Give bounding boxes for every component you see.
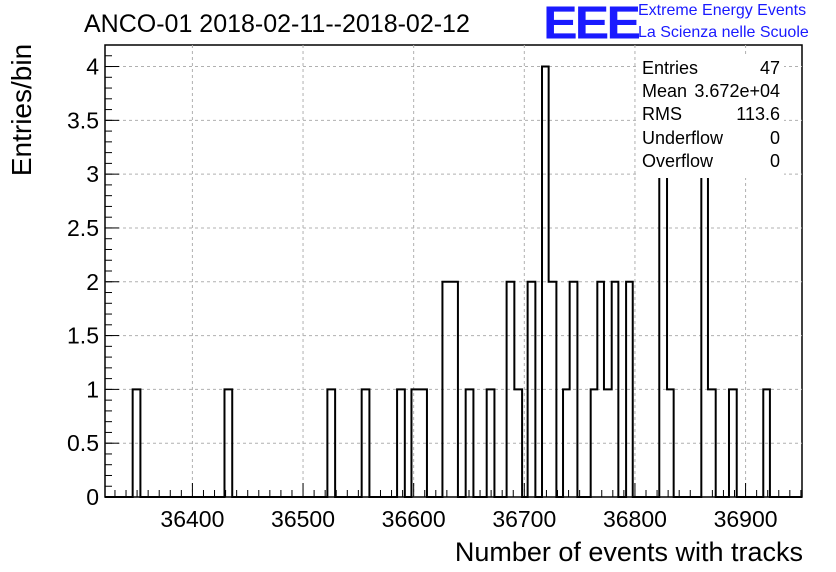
stat-key: Mean (642, 81, 688, 101)
stat-row-mean: Mean 3.672e+04 (642, 81, 780, 103)
stat-value: 3.672e+04 (694, 81, 780, 101)
stat-value: 113.6 (736, 104, 780, 124)
axis-ticks (105, 55, 802, 498)
y-tick-label: 2 (86, 269, 99, 295)
stat-key: RMS (642, 104, 682, 124)
y-tick-label: 3 (86, 161, 99, 187)
x-tick-label: 36500 (271, 506, 335, 532)
y-tick-label: 2.5 (67, 215, 99, 241)
y-tick-label: 1.5 (67, 323, 99, 349)
stat-key: Overflow (642, 151, 714, 171)
stat-value: 47 (759, 58, 780, 78)
x-axis-label: Number of events with tracks (454, 537, 803, 567)
stat-row-overflow: Overflow 0 (642, 151, 780, 173)
chart-title: ANCO-01 2018-02-11--2018-02-12 (84, 10, 470, 38)
stat-key: Underflow (642, 128, 724, 148)
y-tick-label: 3.5 (67, 107, 99, 133)
y-tick-label: 0 (86, 484, 99, 510)
grid-lines (105, 45, 802, 497)
x-tick-label: 36400 (160, 506, 224, 532)
eee-logo: EEE (543, 0, 641, 50)
histogram-outline (105, 65, 802, 498)
stats-box: Entries 47 Mean 3.672e+04 RMS 113.6 Unde… (636, 56, 784, 178)
y-tick-label: 0.5 (67, 430, 99, 456)
tick-labels: 0 0.5 1 1.5 2 2.5 3 3.5 4 36400 36500 36600 36700 368… (67, 54, 778, 532)
stat-value: 0 (769, 151, 780, 171)
x-tick-label: 36900 (714, 506, 778, 532)
y-tick-label: 4 (86, 54, 99, 80)
x-tick-label: 36800 (603, 506, 667, 532)
logo-line-2: La Scienza nelle Scuole (638, 24, 809, 41)
stat-row-entries: Entries 47 (642, 58, 780, 80)
x-tick-label: 36700 (492, 506, 556, 532)
logo-line-1: Extreme Energy Events (638, 2, 807, 19)
stat-value: 0 (769, 128, 780, 148)
stat-row-rms: RMS 113.6 (642, 104, 780, 126)
stat-row-underflow: Underflow 0 (642, 128, 780, 150)
x-tick-label: 36600 (382, 506, 446, 532)
stat-key: Entries (642, 58, 699, 78)
y-axis-label: Entries/bin (6, 43, 37, 177)
y-tick-label: 1 (86, 376, 99, 402)
